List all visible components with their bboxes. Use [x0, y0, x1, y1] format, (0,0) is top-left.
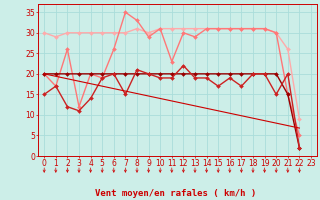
Text: Vent moyen/en rafales ( km/h ): Vent moyen/en rafales ( km/h )	[95, 189, 257, 198]
